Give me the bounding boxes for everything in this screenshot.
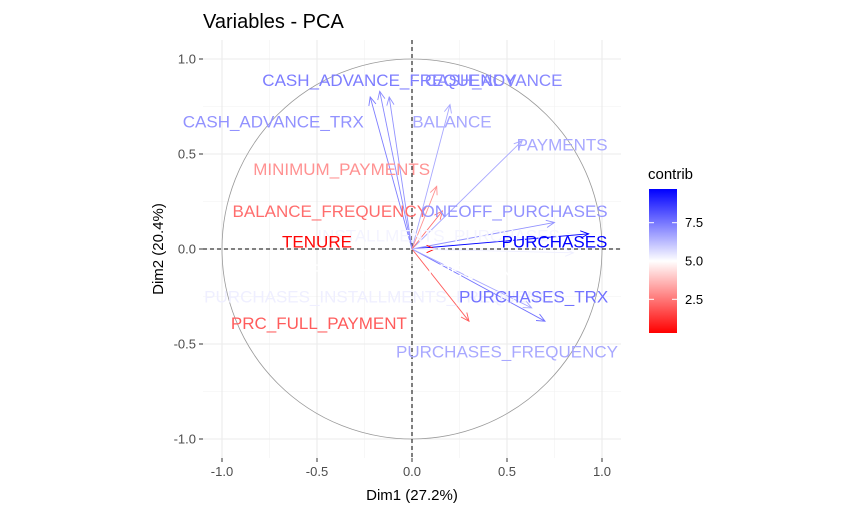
- x-tick-label: -1.0: [211, 464, 233, 479]
- y-tick-label: 1.0: [178, 52, 196, 67]
- arrows-layer: [368, 90, 590, 323]
- legend-tick-label: 7.5: [685, 215, 703, 230]
- arrow-purchases-frequency: [411, 248, 533, 309]
- y-tick-label: 0.0: [178, 242, 196, 257]
- arrow-oneoff-purchases: [411, 219, 556, 250]
- x-tick-label: 1.0: [593, 464, 611, 479]
- label-cash-advance-trx: CASH_ADVANCE_TRX: [183, 113, 364, 132]
- label-cash-advance: CASH_ADVANCE: [425, 71, 563, 90]
- x-tick-label: 0.5: [498, 464, 516, 479]
- y-axis-label: Dim2 (20.4%): [150, 203, 167, 295]
- arrow-oneoff-purchases-frequency: [411, 241, 550, 250]
- x-tick-label: 0.0: [403, 464, 421, 479]
- label-balance-frequency: BALANCE_FREQUENCY: [233, 202, 429, 221]
- x-axis-label: Dim1 (27.2%): [366, 487, 458, 504]
- arrow-cash-advance: [377, 90, 413, 250]
- label-purchases-installments-frequency: PURCHASES_INSTALLMENTS_FREQUENCY: [204, 288, 563, 307]
- chart-title: Variables - PCA: [203, 11, 344, 33]
- label-purchases-frequency: PURCHASES_FREQUENCY: [396, 343, 618, 362]
- y-tick-label: -0.5: [174, 337, 196, 352]
- arrow-purchases: [411, 230, 590, 250]
- y-tick-label: -1.0: [174, 432, 196, 447]
- label-purchases-trx: PURCHASES_TRX: [459, 288, 608, 307]
- label-purchases: PURCHASES: [502, 232, 608, 251]
- arrow-cash-advance-frequency: [368, 95, 413, 250]
- y-tick-label: 0.5: [178, 147, 196, 162]
- legend: contrib 2.5 5.0 7.5: [648, 166, 703, 333]
- arrow-purchases-installments-frequency: [411, 248, 575, 257]
- label-cash-advance-frequency: CASH_ADVANCE_FREQUENCY: [262, 71, 516, 90]
- legend-title: contrib: [648, 166, 693, 183]
- ticks-layer: -1.0 -0.5 0.0 0.5 1.0 -1.0 -0.5 0.0 0.5 1.0: [174, 52, 611, 480]
- arrow-minimum-payments: [411, 185, 438, 250]
- label-minimum-payments: MINIMUM_PAYMENTS: [253, 160, 430, 179]
- label-installments-purchases: INSTALLMENTS_PURCHASES: [317, 227, 559, 246]
- label-prc-full-payment: PRC_FULL_PAYMENT: [231, 314, 407, 333]
- arrow-payments: [411, 139, 523, 250]
- legend-tick-label: 5.0: [685, 254, 703, 269]
- legend-tick-label: 2.5: [685, 292, 703, 307]
- legend-ticks: 2.5 5.0 7.5: [649, 215, 703, 307]
- arrow-purchases-trx: [411, 248, 546, 322]
- x-tick-label: -0.5: [306, 464, 328, 479]
- label-tenure: TENURE: [282, 232, 352, 251]
- label-balance: BALANCE: [412, 113, 491, 132]
- arrow-balance: [411, 103, 452, 250]
- label-payments: PAYMENTS: [517, 136, 608, 155]
- label-oneoff-purchases: ONEOFF_PURCHASES: [422, 202, 608, 221]
- arrow-prc-full-payment: [411, 248, 470, 323]
- arrow-balance-frequency: [411, 210, 444, 250]
- label-oneoff-purchases-frequency: ONEOFF_PURCHASES_FREQUENCY: [232, 261, 534, 280]
- arrow-cash-advance-trx: [386, 95, 413, 250]
